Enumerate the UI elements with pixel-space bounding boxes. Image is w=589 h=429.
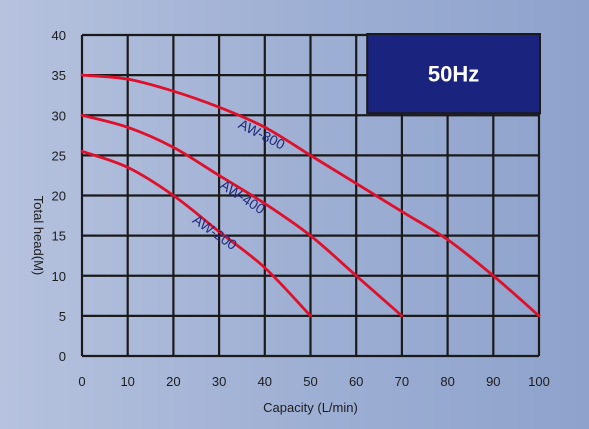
curve-aw-400	[80, 113, 404, 318]
curve-aw-800	[80, 73, 541, 318]
frequency-badge: 50Hz	[366, 33, 542, 115]
y-tick-label-3: 15	[52, 229, 66, 244]
curves	[80, 73, 541, 318]
y-tick-label-2: 10	[52, 269, 66, 284]
y-tick-label-7: 35	[52, 68, 66, 83]
x-tick-label-4: 40	[258, 374, 272, 389]
curve-label-aw-200: AW-200	[190, 211, 240, 253]
y-tick-label-8: 40	[52, 28, 66, 43]
x-tick-label-1: 10	[120, 374, 134, 389]
y-tick-label-5: 25	[52, 148, 66, 163]
y-tick-label-4: 20	[52, 189, 66, 204]
y-tick-label-6: 30	[52, 108, 66, 123]
y-axis-title: Total head(M)	[31, 196, 46, 275]
x-tick-label-7: 70	[395, 374, 409, 389]
frequency-badge-box	[366, 33, 542, 115]
y-tick-label-0: 0	[59, 349, 66, 364]
curve-label-aw-800: AW-800	[236, 116, 288, 153]
tick-labels: 0 10 20 30 40 50 60 70 80 90 100 0 5 10 15 20 25 30 35 40	[52, 28, 550, 389]
x-tick-label-9: 90	[486, 374, 500, 389]
x-tick-label-2: 20	[166, 374, 180, 389]
x-tick-label-6: 60	[349, 374, 363, 389]
x-tick-label-0: 0	[78, 374, 85, 389]
y-tick-label-1: 5	[59, 309, 66, 324]
x-tick-label-5: 50	[303, 374, 317, 389]
frequency-badge-label: 50Hz	[428, 62, 479, 87]
x-axis-title: Capacity (L/min)	[263, 400, 358, 415]
curve-label-aw-400: AW-400	[217, 177, 268, 218]
x-tick-label-10: 100	[528, 374, 550, 389]
x-tick-label-8: 80	[440, 374, 454, 389]
curve-aw-200	[80, 149, 312, 318]
x-tick-label-3: 30	[212, 374, 226, 389]
